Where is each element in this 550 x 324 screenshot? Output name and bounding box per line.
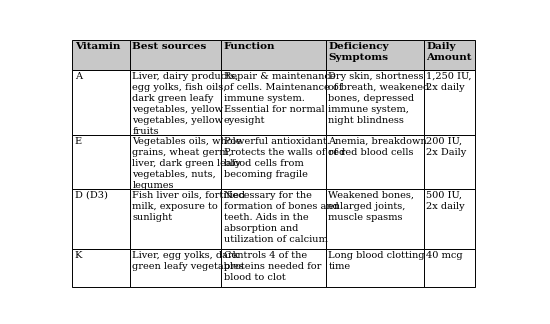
Bar [424, 40, 475, 70]
Text: Daily
Amount: Daily Amount [426, 42, 472, 62]
Bar [72, 135, 130, 189]
Text: Liver, dairy products,
egg yolks, fish oils,
dark green leafy
vegetables, yellow: Liver, dairy products, egg yolks, fish o… [132, 72, 239, 136]
Text: Weakened bones,
enlarged joints,
muscle spasms: Weakened bones, enlarged joints, muscle … [328, 191, 414, 222]
Text: 500 IU,
2x daily: 500 IU, 2x daily [426, 191, 465, 211]
Bar [221, 249, 326, 287]
Bar [221, 70, 326, 135]
Bar [130, 189, 221, 249]
Bar [326, 70, 424, 135]
Bar [72, 249, 130, 287]
Text: A: A [75, 72, 82, 81]
Text: Fish liver oils, fortified
milk, exposure to
sunlight: Fish liver oils, fortified milk, exposur… [132, 191, 245, 222]
Text: E: E [75, 137, 82, 146]
Bar [326, 189, 424, 249]
Text: Long blood clotting
time: Long blood clotting time [328, 251, 425, 271]
Text: Best sources: Best sources [132, 42, 206, 51]
Bar [221, 135, 326, 189]
Text: 40 mcg: 40 mcg [426, 251, 463, 260]
Text: D (D3): D (D3) [75, 191, 108, 200]
Text: Function: Function [224, 42, 276, 51]
Text: Liver, egg yolks, dark
green leafy vegetables: Liver, egg yolks, dark green leafy veget… [132, 251, 244, 271]
Bar [221, 189, 326, 249]
Bar [424, 249, 475, 287]
Text: Dry skin, shortness
of breath, weakened
bones, depressed
immune system,
night bl: Dry skin, shortness of breath, weakened … [328, 72, 430, 125]
Bar [130, 40, 221, 70]
Text: Vitamin: Vitamin [75, 42, 120, 51]
Bar [72, 189, 130, 249]
Bar [424, 189, 475, 249]
Text: Powerful antioxidant.
Protects the walls of red
blood cells from
becoming fragil: Powerful antioxidant. Protects the walls… [224, 137, 345, 179]
Text: K: K [75, 251, 82, 260]
Bar [130, 249, 221, 287]
Bar [326, 40, 424, 70]
Text: Controls 4 of the
proteins needed for
blood to clot: Controls 4 of the proteins needed for bl… [224, 251, 321, 283]
Bar [221, 40, 326, 70]
Text: Anemia, breakdown
of red blood cells: Anemia, breakdown of red blood cells [328, 137, 427, 157]
Text: Vegetables oils, whole
grains, wheat germ,
liver, dark green leafy
vegetables, n: Vegetables oils, whole grains, wheat ger… [132, 137, 242, 190]
Text: Repair & maintenance
of cells. Maintenance of
immune system.
Essential for norma: Repair & maintenance of cells. Maintenan… [224, 72, 342, 125]
Bar [130, 135, 221, 189]
Bar [130, 70, 221, 135]
Bar [72, 40, 130, 70]
Text: Necessary for the
formation of bones and
teeth. Aids in the
absorption and
utili: Necessary for the formation of bones and… [224, 191, 339, 244]
Text: Deficiency
Symptoms: Deficiency Symptoms [328, 42, 389, 62]
Text: 200 IU,
2x Daily: 200 IU, 2x Daily [426, 137, 466, 157]
Text: 1,250 IU,
2x daily: 1,250 IU, 2x daily [426, 72, 472, 92]
Bar [424, 135, 475, 189]
Bar [424, 70, 475, 135]
Bar [326, 249, 424, 287]
Bar [326, 135, 424, 189]
Bar [72, 70, 130, 135]
